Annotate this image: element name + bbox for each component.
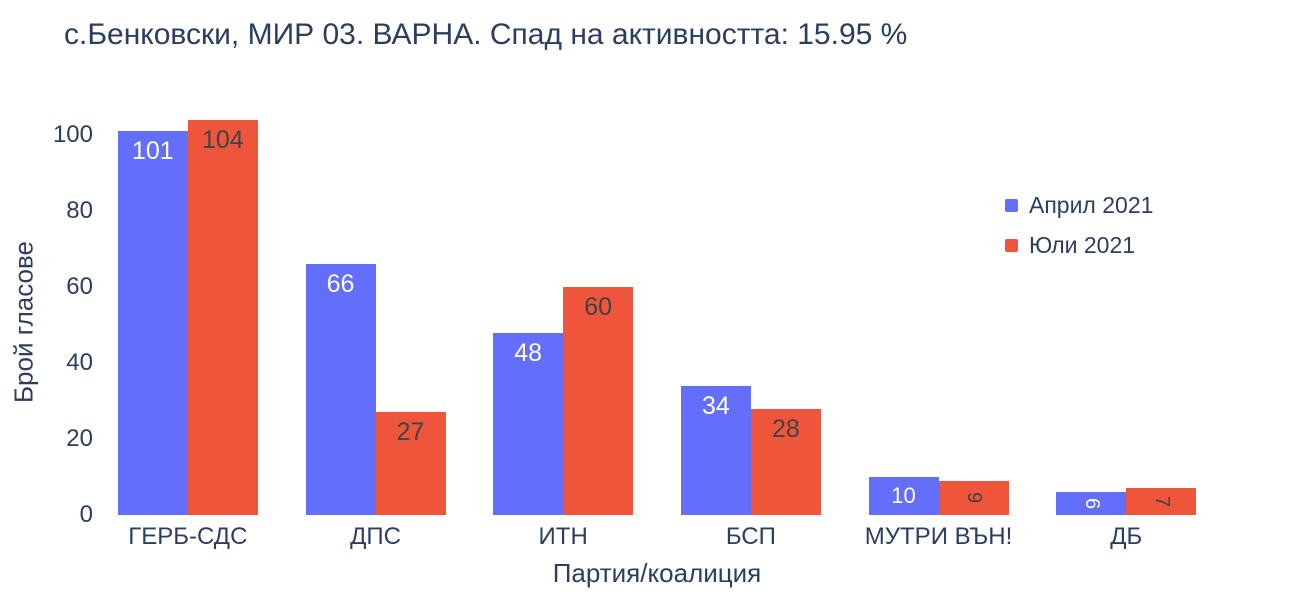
bar-value-label: 6 — [1080, 498, 1103, 510]
bar-value-label: 66 — [326, 270, 355, 299]
legend-swatch-icon — [1005, 239, 1018, 252]
x-tick-label: ДПС — [350, 523, 401, 550]
bar-group: 48 60 ИТН — [469, 100, 657, 550]
bar-s1-c3: 28 — [750, 408, 821, 515]
bar-s1-c5: 7 — [1126, 488, 1197, 515]
y-tick-label: 60 — [66, 273, 93, 300]
legend-item-label: Април 2021 — [1029, 192, 1154, 218]
y-axis-title: Брой гласове — [8, 240, 39, 404]
legend-item-0[interactable]: Април 2021 — [1005, 192, 1153, 219]
bar-s0-c5: 6 — [1056, 492, 1127, 515]
x-tick-label: ДБ — [1110, 523, 1143, 550]
bar-value-label: 48 — [514, 338, 543, 367]
bar-value-label: 104 — [201, 125, 244, 154]
bar-value-label: 9 — [963, 492, 986, 504]
x-tick-label: ИТН — [538, 523, 588, 550]
y-tick-label: 20 — [66, 425, 93, 452]
legend-item-1[interactable]: Юли 2021 — [1005, 232, 1153, 259]
legend: Април 2021 Юли 2021 — [1005, 192, 1153, 259]
bar-s1-c0: 104 — [187, 119, 258, 515]
bar-value-label: 34 — [701, 391, 730, 420]
legend-item-label: Юли 2021 — [1029, 232, 1136, 258]
x-tick-label: ГЕРБ-СДС — [128, 523, 248, 550]
y-tick-label: 80 — [66, 197, 93, 224]
bar-s1-c2: 60 — [563, 287, 634, 515]
chart-title: с.Бенковски, МИР 03. ВАРНА. Спад на акти… — [64, 18, 908, 51]
plot-area: 101 104 ГЕРБ-СДС 66 27 ДПС 48 60 ИТН 34 28 БСП 10 9 МУ… — [94, 100, 1220, 550]
bar-s1-c1: 27 — [375, 412, 446, 515]
bar-group: 10 9 МУТРИ ВЪН! — [845, 100, 1033, 550]
bar-s1-c4: 9 — [938, 480, 1009, 515]
legend-swatch-icon — [1005, 199, 1018, 212]
bar-s0-c4: 10 — [868, 477, 939, 515]
y-tick-label: 40 — [66, 349, 93, 376]
y-tick-label: 100 — [52, 121, 93, 148]
y-tick-label: 0 — [79, 501, 93, 528]
x-tick-label: БСП — [725, 523, 776, 550]
bar-value-label: 10 — [891, 483, 916, 508]
bar-value-label: 7 — [1150, 496, 1173, 508]
x-tick-label: МУТРИ ВЪН! — [864, 523, 1013, 550]
bar-group: 101 104 ГЕРБ-СДС — [94, 100, 282, 550]
bar-s0-c1: 66 — [305, 264, 376, 515]
bar-s0-c2: 48 — [493, 332, 564, 515]
bar-group: 34 28 БСП — [657, 100, 845, 550]
bar-s0-c0: 101 — [117, 131, 188, 515]
bar-value-label: 27 — [396, 418, 425, 447]
bar-s0-c3: 34 — [680, 385, 751, 515]
bar-value-label: 101 — [131, 137, 174, 166]
bar-group: 66 27 ДПС — [282, 100, 470, 550]
bar-group: 6 7 ДБ — [1032, 100, 1220, 550]
bar-value-label: 28 — [771, 414, 800, 443]
x-axis-title: Партия/коалиция — [552, 558, 762, 588]
bar-value-label: 60 — [584, 293, 613, 321]
